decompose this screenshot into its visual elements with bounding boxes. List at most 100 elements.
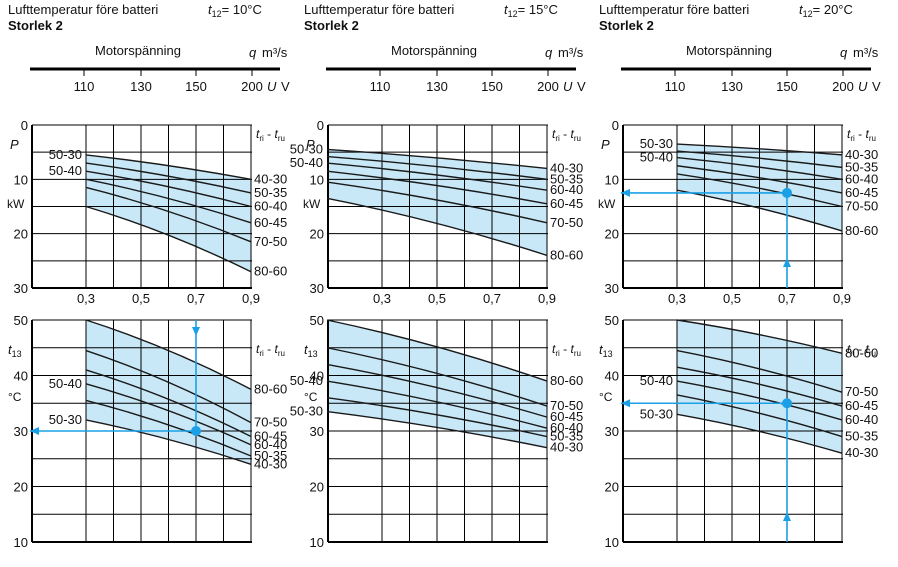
x-tick-label: 0,3 <box>668 291 686 306</box>
series-label-right: 50-35 <box>550 171 583 186</box>
u-symbol: U <box>563 79 573 94</box>
chart-title: Lufttemperatur före batteri <box>304 2 454 17</box>
series-label-right: 60-40 <box>254 199 287 214</box>
p-unit: kW <box>303 197 321 211</box>
series-line <box>326 155 548 181</box>
series-line <box>85 170 252 208</box>
series-label-left: 50-30 <box>49 412 82 427</box>
series-label-right: 60-40 <box>845 412 878 427</box>
series-label-right: 80-60 <box>254 381 287 396</box>
series-line <box>85 349 252 424</box>
series-line <box>676 349 843 393</box>
series-line <box>676 394 843 438</box>
t12-label: t12= 20°C <box>799 2 853 19</box>
x-tick-label: 0,7 <box>187 291 205 306</box>
y-tick-label: 20 <box>605 227 619 242</box>
y-tick-label: 30 <box>14 424 28 439</box>
y-tick-label: 0 <box>317 118 324 133</box>
series-label-right: 40-30 <box>254 456 287 471</box>
t12-label: t12= 10°C <box>208 2 262 19</box>
t12-label: t12= 15°C <box>504 2 558 19</box>
series-line <box>676 150 843 169</box>
x-tick-label: 0,9 <box>833 291 851 306</box>
y-tick-label: 10 <box>14 172 28 187</box>
arrow-head-up <box>783 258 791 267</box>
y-tick-label: 10 <box>310 535 324 550</box>
q-symbol: q <box>840 45 848 60</box>
u-unit: V <box>281 79 290 94</box>
series-line <box>676 380 843 421</box>
y-tick-label: 10 <box>605 172 619 187</box>
size-label: Storlek 2 <box>8 18 63 33</box>
t13-symbol: t13 <box>8 342 22 359</box>
legend-title: tri - tru <box>552 127 581 143</box>
series-label-right: 70-50 <box>550 398 583 413</box>
voltage-tick-label: 150 <box>185 79 207 94</box>
series-label-right: 40-30 <box>550 160 583 175</box>
x-tick-label: 0,9 <box>538 291 556 306</box>
p-unit: kW <box>7 197 25 211</box>
legend-title: tri - tru <box>256 342 285 358</box>
series-label-left: 50-40 <box>290 155 323 170</box>
series-label-right: 60-40 <box>845 171 878 186</box>
t13-unit: °C <box>304 390 318 404</box>
voltage-tick-label: 150 <box>776 79 798 94</box>
series-label-left: 50-40 <box>640 150 673 165</box>
chart-title: Lufttemperatur före batteri <box>8 2 158 17</box>
p-symbol: P <box>10 137 19 152</box>
series-line <box>676 156 843 181</box>
y-tick-label: 40 <box>14 369 28 384</box>
series-line <box>676 173 843 208</box>
voltage-tick-label: 130 <box>130 79 152 94</box>
series-line <box>326 170 548 205</box>
x-tick-label: 0,5 <box>428 291 446 306</box>
y-tick-label: 0 <box>21 118 28 133</box>
p-unit: kW <box>598 197 616 211</box>
q-symbol: q <box>545 45 553 60</box>
x-tick-label: 0,9 <box>242 291 260 306</box>
y-tick-label: 10 <box>605 535 619 550</box>
axis-title: Motorspänning <box>391 43 477 58</box>
series-line <box>326 363 548 418</box>
series-line <box>326 319 548 382</box>
series-label-left: 50-40 <box>49 163 82 178</box>
series-label-left: 50-30 <box>290 141 323 156</box>
y-tick-label: 0 <box>612 118 619 133</box>
reading-point <box>191 426 201 436</box>
axis-title: Motorspänning <box>95 43 181 58</box>
voltage-tick-label: 200 <box>241 79 263 94</box>
series-label-right: 80-60 <box>550 373 583 388</box>
series-line <box>85 383 252 446</box>
series-line <box>85 154 252 181</box>
legend-title: tri - tru <box>847 127 876 143</box>
legend-title: tri - tru <box>847 342 876 358</box>
t13-unit: °C <box>599 390 613 404</box>
series-line <box>85 369 252 438</box>
series-line <box>326 410 548 449</box>
arrow-head-left <box>30 427 39 435</box>
y-tick-label: 10 <box>14 535 28 550</box>
series-label-left: 50-40 <box>49 376 82 391</box>
arrow-head-up <box>783 512 791 521</box>
series-label-right: 40-30 <box>845 445 878 460</box>
axis-title: Motorspänning <box>686 43 772 58</box>
series-line <box>85 319 252 390</box>
series-label-right: 60-45 <box>550 196 583 211</box>
series-label-left: 50-30 <box>49 147 82 162</box>
x-tick-label: 0,7 <box>778 291 796 306</box>
y-tick-label: 50 <box>605 313 619 328</box>
size-label: Storlek 2 <box>304 18 359 33</box>
y-tick-label: 50 <box>310 313 324 328</box>
series-label-right: 60-45 <box>254 429 287 444</box>
series-label-right: 60-45 <box>845 185 878 200</box>
size-label: Storlek 2 <box>599 18 654 33</box>
series-label-right: 50-35 <box>550 429 583 444</box>
arrow-head-left <box>621 399 630 408</box>
y-tick-label: 30 <box>605 281 619 296</box>
series-line <box>676 143 843 156</box>
u-symbol: U <box>858 79 868 94</box>
series-line <box>326 181 548 224</box>
series-label-right: 40-30 <box>845 147 878 162</box>
series-label-right: 40-30 <box>254 171 287 186</box>
